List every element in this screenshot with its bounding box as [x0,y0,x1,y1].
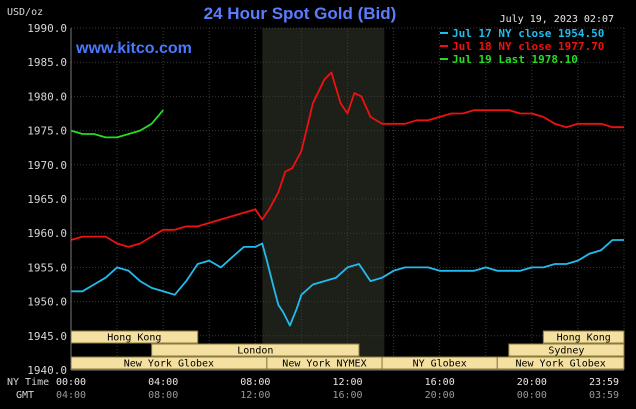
ny-time-row-label: NY Time [7,377,49,388]
y-tick-label: 1950.0 [27,296,67,309]
session-label: NY Globex [413,359,467,370]
x-tick-label-gmt: 03:59 [589,390,619,401]
y-tick-label: 1980.0 [27,90,67,103]
y-tick-label: 1955.0 [27,261,67,274]
timestamp: July 19, 2023 02:07 [500,14,614,25]
price-series [70,71,624,327]
unit-label: USD/oz [7,7,43,18]
x-tick-label-ny: 00:00 [56,377,86,388]
x-axis-ticks: 00:00 04:00 08:00 12:00 16:00 20:00 23:59 04:00… [56,377,619,401]
x-tick-label-ny: 08:00 [240,377,270,388]
session-label: New York Globex [515,359,605,370]
y-axis-ticks: 1990.0 1985.0 1980.0 1975.0 1970.0 1965.0 1960… [27,22,67,377]
legend-entry: Jul 17 NY close 1954.50 [452,27,604,40]
x-tick-label-gmt: 00:00 [517,390,547,401]
x-tick-label-gmt: 12:00 [240,390,270,401]
legend-entry: Jul 19 Last 1978.10 [452,53,578,66]
session-label: Hong Kong [557,333,611,344]
session-bar [508,343,625,357]
y-tick-label: 1965.0 [27,193,67,206]
y-tick-label: 1940.0 [27,364,67,377]
session-label: New York NYMEX [282,359,366,370]
x-tick-label-gmt: 16:00 [332,390,362,401]
session-bar [542,330,625,344]
chart-title: 24 Hour Spot Gold (Bid) [204,4,397,23]
x-tick-label-gmt: 20:00 [425,390,455,401]
y-tick-label: 1975.0 [27,125,67,138]
y-tick-label: 1990.0 [27,22,67,35]
website-label: www.kitco.com [75,40,192,57]
y-tick-label: 1985.0 [27,56,67,69]
x-tick-label-gmt: 08:00 [148,390,178,401]
session-label: New York Globex [124,359,214,370]
y-tick-label: 1945.0 [27,330,67,343]
x-tick-label-ny: 04:00 [148,377,178,388]
y-tick-label: 1970.0 [27,159,67,172]
series-line-1 [70,71,624,248]
session-bar [151,343,360,357]
x-tick-label-gmt: 04:00 [56,390,86,401]
trading-sessions: Hong Kong London New York Globex New York N… [70,330,625,370]
x-tick-label-ny: 16:00 [425,377,455,388]
session-label: Sydney [548,346,584,357]
series-line-0 [71,239,624,327]
legend-entry: Jul 18 NY close 1977.70 [452,40,604,53]
session-bar [496,356,625,370]
series-line-2 [70,109,164,139]
session-label: London [237,346,273,357]
x-tick-label-ny: 23:59 [589,377,619,388]
x-tick-label-ny: 20:00 [517,377,547,388]
gmt-row-label: GMT [16,390,34,401]
y-tick-label: 1960.0 [27,227,67,240]
session-label: Hong Kong [107,333,161,344]
x-tick-label-ny: 12:00 [332,377,362,388]
